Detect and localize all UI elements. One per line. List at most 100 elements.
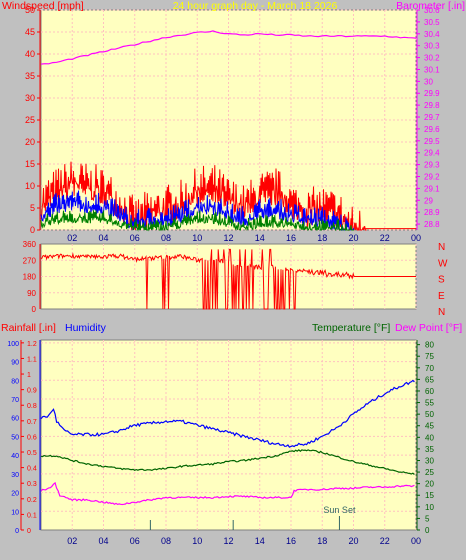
dewpoint-line: [40, 481, 415, 506]
compass-label: W: [438, 258, 448, 269]
temperature-tick-label: 15: [425, 491, 434, 500]
temperature-tick-label: 45: [425, 422, 434, 431]
temperature-tick-label: 0: [425, 526, 430, 535]
barometer-tick-label: 28.9: [424, 208, 440, 217]
barometer-tick-label: 30.3: [424, 42, 440, 51]
humidity-tick-label: 20: [11, 491, 19, 498]
humidity-tick-label: 90: [11, 360, 19, 367]
wind-direction-series: [40, 248, 416, 310]
temperature-axis-title: Temperature [°F]: [312, 322, 390, 334]
temp-time-tick-label: 22: [380, 536, 390, 546]
temp-time-tick-label: 00: [411, 536, 421, 546]
wind-time-tick-label: 16: [286, 233, 296, 243]
rainfall-tick-label: 1.1: [27, 356, 37, 363]
barometer-tick-label: 30.5: [424, 18, 440, 27]
barometer-tick-label: 29.2: [424, 172, 440, 181]
windspeed-tick-label: 5: [30, 203, 35, 213]
temp-time-tick-label: 10: [192, 536, 202, 546]
windspeed-tick-label: 50: [25, 5, 35, 15]
temperature-tick-label: 40: [425, 433, 434, 442]
temperature-grid: [41, 340, 417, 530]
compass-label: N: [438, 242, 445, 253]
sunset-label: Sun Set: [323, 505, 356, 515]
barometer-tick-label: 30.4: [424, 30, 440, 39]
humidity-tick-label: 50: [11, 434, 19, 441]
rainfall-axis-title: Rainfall [.in]: [1, 322, 56, 334]
humidity-tick-label: 100: [7, 341, 19, 348]
temperature-tick-label: 25: [425, 468, 434, 477]
barometer-tick-label: 29.5: [424, 137, 440, 146]
temperature-plot-area: [40, 339, 417, 531]
humidity-axis-title: Humidity: [65, 322, 107, 334]
humidity-tick-label: 80: [11, 378, 19, 385]
wind-time-tick-label: 10: [192, 233, 202, 243]
rainfall-tick-label: 0.6: [27, 434, 37, 441]
barometer-axis: 28.8 28.9 29 29.1 29.2 29.3 29.4 29.5 29.6 29.7 29…: [416, 6, 440, 230]
wind-barometer-grid: [41, 9, 417, 231]
rainfall-tick-label: 0.9: [27, 388, 37, 395]
barometer-tick-label: 29.8: [424, 101, 440, 110]
humidity-tick-label: 40: [11, 453, 19, 460]
temperature-tick-label: 60: [425, 387, 434, 396]
temperature-time-axis: 02 04 06 08 10 12 14 16 18 20 22 00: [67, 536, 421, 546]
compass-label: N: [438, 307, 445, 318]
wind-time-tick-label: 02: [67, 233, 77, 243]
barometer-tick-label: 29.3: [424, 161, 440, 170]
temp-time-tick-label: 20: [348, 536, 358, 546]
windspeed-tick-label: 25: [25, 115, 35, 125]
wind-time-tick-label: 20: [348, 233, 358, 243]
dewpoint-axis-title: Dew Point [°F]: [395, 322, 462, 334]
rainfall-tick-label: 0: [27, 528, 31, 535]
windspeed-tick-label: 20: [25, 137, 35, 147]
wind-time-tick-label: 12: [223, 233, 233, 243]
temperature-line: [40, 449, 415, 475]
temperature-tick-label: 75: [425, 352, 434, 361]
rainfall-tick-label: 0.7: [27, 419, 37, 426]
wind-barometer-series: [40, 30, 417, 232]
barometer-tick-label: 29.9: [424, 89, 440, 98]
wind-direction-line: [40, 248, 416, 310]
barometer-tick-label: 30.2: [424, 54, 440, 63]
temperature-tick-label: 5: [425, 514, 430, 523]
windspeed-tick-label: 15: [25, 159, 35, 169]
wind-time-tick-label: 00: [411, 233, 421, 243]
temp-time-tick-label: 08: [161, 536, 171, 546]
temp-time-tick-label: 16: [286, 536, 296, 546]
windspeed-tick-label: 35: [25, 71, 35, 81]
wind-direction-tick-label: 0: [32, 305, 37, 314]
temperature-tick-label: 55: [425, 399, 434, 408]
wind-direction-tick-label: 180: [23, 273, 37, 282]
rainfall-tick-label: 0.4: [27, 466, 37, 473]
wind-time-tick-label: 18: [317, 233, 327, 243]
wind-time-tick-label: 22: [380, 233, 390, 243]
rainfall-tick-label: 0.2: [27, 497, 37, 504]
wind-time-tick-label: 08: [161, 233, 171, 243]
windspeed-axis-title: Windspeed [mph]: [2, 0, 84, 12]
temp-time-tick-label: 06: [130, 536, 140, 546]
wind-direction-tick-label: 270: [23, 256, 37, 265]
barometer-tick-label: 29: [424, 196, 433, 205]
temperature-tick-label: 65: [425, 375, 434, 384]
barometer-axis-title: Barometer [.in]: [396, 0, 465, 12]
barometer-tick-label: 30.1: [424, 65, 440, 74]
wind-direction-axis: 0 90 180 270 360: [23, 240, 41, 314]
wind-time-axis: 02 04 06 08 10 12 14 16 18 20 22 00: [67, 233, 421, 243]
graph-title: 24 hour graph day - March 18 2026: [173, 0, 338, 12]
humidity-tick-label: 30: [11, 472, 19, 479]
windspeed-tick-label: 45: [25, 27, 35, 37]
wind-time-tick-label: 14: [255, 233, 265, 243]
humidity-tick-label: 60: [11, 416, 19, 423]
temperature-tick-label: 80: [425, 341, 434, 350]
wind-direction-tick-label: 90: [27, 289, 36, 298]
windspeed-tick-label: 10: [25, 181, 35, 191]
barometer-tick-label: 30.6: [424, 6, 440, 15]
rainfall-tick-label: 1.2: [27, 341, 37, 348]
temp-time-tick-label: 02: [67, 536, 77, 546]
compass-label: S: [438, 275, 445, 286]
humidity-line: [40, 379, 415, 448]
temp-time-tick-label: 18: [317, 536, 327, 546]
compass-label: E: [438, 291, 445, 302]
windspeed-axis: 0 5 10 15 20 25 30 35 40 45 50: [25, 5, 41, 235]
